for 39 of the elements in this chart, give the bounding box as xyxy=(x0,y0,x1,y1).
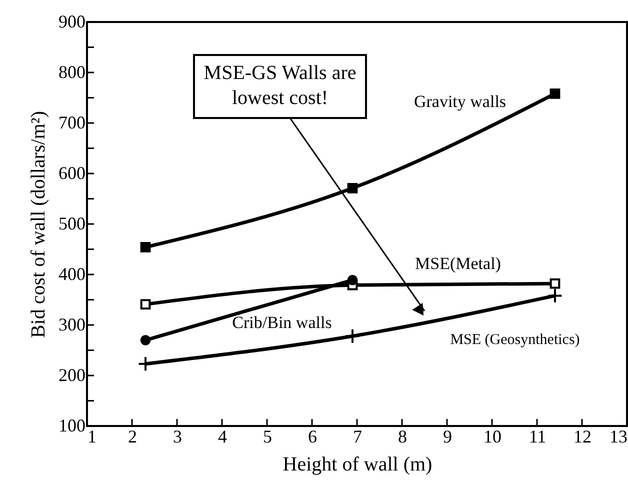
x-tick-label: 6 xyxy=(308,426,317,446)
point xyxy=(140,334,151,346)
point xyxy=(347,182,358,194)
point xyxy=(547,288,563,304)
x-tick-label: 13 xyxy=(610,426,628,446)
x-tick-label: 2 xyxy=(128,426,137,446)
x-tick-label: 9 xyxy=(443,426,452,446)
x-axis-title: Height of wall (m) xyxy=(282,454,432,476)
y-tick-label: 900 xyxy=(58,12,86,32)
x-tick-label: 11 xyxy=(528,426,546,446)
y-tick-label: 100 xyxy=(58,416,86,436)
y-tick-label: 500 xyxy=(58,214,86,234)
y-tick-label: 700 xyxy=(58,112,86,132)
point xyxy=(347,274,358,286)
point xyxy=(140,299,151,310)
y-tick-label: 200 xyxy=(58,365,86,385)
point xyxy=(550,278,560,289)
y-tick-label: 600 xyxy=(58,163,86,183)
y-tick-label: 300 xyxy=(58,314,86,334)
point xyxy=(140,242,151,252)
x-tick-label: 12 xyxy=(574,426,592,446)
y-tick-label: 400 xyxy=(58,264,86,284)
x-tick-label: 10 xyxy=(484,426,502,446)
series-label: Crib/Bin walls xyxy=(232,313,332,332)
point xyxy=(344,328,360,344)
x-tick-label: 3 xyxy=(173,426,182,446)
x-tick-label: 8 xyxy=(398,426,407,446)
series-label: MSE(Metal) xyxy=(415,254,501,273)
x-tick-label: 1 xyxy=(88,426,96,446)
x-tick-label: 7 xyxy=(353,426,362,446)
y-axis-title: Bid cost of wall (dollars/m²) xyxy=(28,110,50,338)
x-tick-label: 5 xyxy=(263,426,272,446)
y-tick-label: 800 xyxy=(58,62,86,82)
annotation: MSE-GS Walls are lowest cost! xyxy=(204,62,356,109)
point xyxy=(550,88,560,99)
x-tick-label: 4 xyxy=(218,426,227,446)
series-label: MSE (Geosynthetics) xyxy=(450,332,580,348)
series-label: Gravity walls xyxy=(414,92,506,111)
point xyxy=(138,356,154,372)
